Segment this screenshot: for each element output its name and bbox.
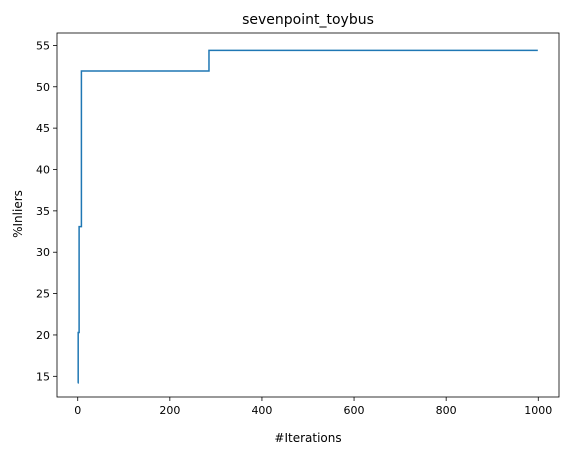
y-tick-label: 25 bbox=[36, 288, 50, 301]
x-tick-label: 200 bbox=[159, 404, 180, 417]
x-tick-label: 0 bbox=[74, 404, 81, 417]
y-tick-label: 15 bbox=[36, 370, 50, 383]
axes-frame bbox=[56, 32, 560, 398]
y-tick-label: 30 bbox=[36, 246, 50, 259]
x-tick-label: 600 bbox=[344, 404, 365, 417]
plot-area bbox=[56, 32, 560, 398]
series-line-0 bbox=[77, 49, 538, 384]
y-axis-label: %Inliers bbox=[11, 190, 25, 238]
series-lines bbox=[77, 49, 538, 384]
y-tick-label: 50 bbox=[36, 81, 50, 94]
x-tick-label: 1000 bbox=[524, 404, 552, 417]
chart-title: sevenpoint_toybus bbox=[242, 12, 374, 28]
x-axis-ticks: 0 200 400 600 800 1000 bbox=[74, 397, 552, 417]
x-tick-label: 400 bbox=[251, 404, 272, 417]
y-tick-label: 40 bbox=[36, 164, 50, 177]
y-tick-label: 35 bbox=[36, 205, 50, 218]
x-axis-label: #Iterations bbox=[274, 431, 341, 445]
y-axis-ticks: 15 20 25 30 35 40 45 50 55 bbox=[36, 39, 57, 383]
y-tick-label: 20 bbox=[36, 329, 50, 342]
y-tick-label: 55 bbox=[36, 39, 50, 52]
y-tick-label: 45 bbox=[36, 122, 50, 135]
axes-background bbox=[57, 33, 559, 397]
x-tick-label: 800 bbox=[436, 404, 457, 417]
